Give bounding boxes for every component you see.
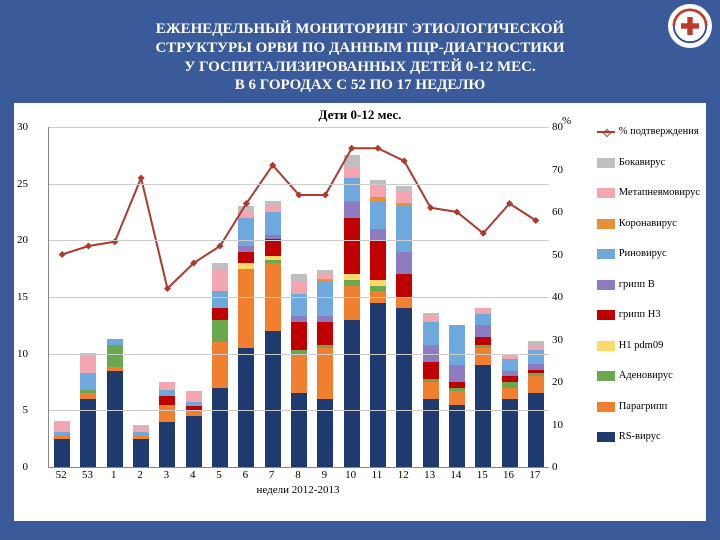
legend-item: грипп B	[597, 280, 700, 291]
x-tick: 16	[503, 469, 514, 481]
y-right-tick: 10	[552, 419, 563, 431]
legend-item: RS-вирус	[597, 432, 700, 443]
y-right-tick: 20	[552, 376, 563, 388]
legend-item: Бокавирус	[597, 158, 700, 169]
legend-item: Аденовирус	[597, 371, 700, 382]
legend: % подтверждения Бокавирус Метапневмовирус К…	[597, 127, 700, 463]
x-tick: 10	[345, 469, 356, 481]
x-tick: 52	[56, 469, 67, 481]
x-tick: 9	[322, 469, 328, 481]
legend-label: Бокавирус	[619, 158, 665, 169]
y-left-tick: 0	[23, 461, 29, 473]
x-tick: 13	[424, 469, 435, 481]
legend-label: % подтверждения	[619, 127, 699, 138]
legend-label: грипп B	[619, 280, 655, 291]
x-tick: 6	[243, 469, 249, 481]
legend-swatch	[597, 219, 615, 229]
legend-label: H1 pdm09	[619, 341, 664, 352]
legend-label: грипп H3	[619, 310, 661, 321]
legend-item: Коронавирус	[597, 219, 700, 230]
y-right-tick: 80	[552, 121, 563, 133]
title-line: В 6 ГОРОДАХ С 52 ПО 17 НЕДЕЛЮ	[70, 76, 650, 95]
y-right-tick: 40	[552, 291, 563, 303]
x-axis-title: недели 2012-2013	[48, 484, 548, 496]
y-left-tick: 10	[17, 348, 28, 360]
legend-swatch	[597, 188, 615, 198]
y-right-tick: 30	[552, 334, 563, 346]
x-tick: 11	[372, 469, 383, 481]
legend-swatch	[597, 432, 615, 442]
x-tick: 8	[295, 469, 301, 481]
x-tick: 4	[190, 469, 196, 481]
x-tick: 2	[137, 469, 143, 481]
legend-item: Парагрипп	[597, 402, 700, 413]
legend-item: % подтверждения	[597, 127, 700, 138]
legend-swatch	[597, 131, 615, 133]
legend-label: Парагрипп	[619, 402, 668, 413]
chart-title: Дети 0-12 мес.	[14, 103, 706, 123]
logo	[668, 4, 712, 48]
legend-label: Метапневмовирус	[619, 188, 700, 199]
y-right-tick: 50	[552, 249, 563, 261]
page-title: ЕЖЕНЕДЕЛЬНЫЙ МОНИТОРИНГ ЭТИОЛОГИЧЕСКОЙ С…	[0, 0, 720, 103]
legend-swatch	[597, 280, 615, 290]
x-tick: 1	[111, 469, 117, 481]
y-right-tick: 0	[552, 461, 558, 473]
legend-swatch	[597, 249, 615, 259]
x-tick: 5	[216, 469, 222, 481]
x-tick: 3	[164, 469, 170, 481]
legend-swatch	[597, 158, 615, 168]
legend-item: H1 pdm09	[597, 341, 700, 352]
legend-label: Коронавирус	[619, 219, 677, 230]
y-left-tick: 5	[23, 404, 29, 416]
legend-swatch	[597, 341, 615, 351]
legend-item: грипп H3	[597, 310, 700, 321]
legend-item: Риновирус	[597, 249, 700, 260]
title-line: СТРУКТУРЫ ОРВИ ПО ДАННЫМ ПЦР-ДИАГНОСТИКИ	[70, 39, 650, 58]
title-line: ЕЖЕНЕДЕЛЬНЫЙ МОНИТОРИНГ ЭТИОЛОГИЧЕСКОЙ	[70, 20, 650, 39]
plot-area	[48, 127, 549, 468]
y-left-tick: 25	[17, 178, 28, 190]
legend-label: Риновирус	[619, 249, 667, 260]
x-tick: 15	[477, 469, 488, 481]
x-tick: 53	[82, 469, 93, 481]
legend-item: Метапневмовирус	[597, 188, 700, 199]
legend-label: RS-вирус	[619, 432, 661, 443]
x-tick: 17	[529, 469, 540, 481]
y-right-tick: 60	[552, 206, 563, 218]
y-right-tick: 70	[552, 164, 563, 176]
x-tick: 7	[269, 469, 275, 481]
legend-swatch	[597, 310, 615, 320]
legend-label: Аденовирус	[619, 371, 673, 382]
y-left-tick: 20	[17, 234, 28, 246]
y-left-tick: 30	[17, 121, 28, 133]
y-left-tick: 15	[17, 291, 28, 303]
legend-swatch	[597, 371, 615, 381]
x-tick: 12	[398, 469, 409, 481]
title-line: У ГОСПИТАЛИЗИРОВАННЫХ ДЕТЕЙ 0-12 МЕС.	[70, 58, 650, 77]
x-tick: 14	[450, 469, 461, 481]
y-right-label: %	[562, 115, 571, 127]
chart: Дети 0-12 мес. % 051015202530 0102030405…	[14, 103, 706, 521]
legend-swatch	[597, 402, 615, 412]
